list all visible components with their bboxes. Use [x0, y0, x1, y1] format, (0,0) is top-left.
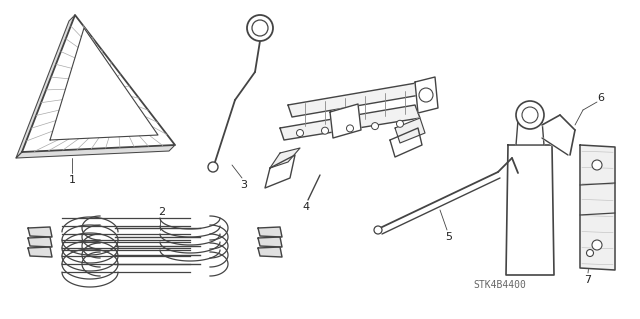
Circle shape [374, 226, 382, 234]
Circle shape [586, 249, 593, 256]
Circle shape [321, 127, 328, 134]
Polygon shape [280, 105, 420, 140]
Polygon shape [506, 145, 554, 275]
Polygon shape [16, 15, 75, 158]
Polygon shape [415, 77, 438, 113]
Polygon shape [16, 145, 175, 158]
Circle shape [522, 107, 538, 123]
Text: 1: 1 [68, 175, 76, 185]
Circle shape [371, 122, 378, 130]
Circle shape [592, 240, 602, 250]
Polygon shape [22, 15, 175, 152]
Polygon shape [28, 247, 52, 257]
Polygon shape [265, 155, 295, 188]
Circle shape [419, 88, 433, 102]
Polygon shape [28, 227, 52, 237]
Text: 6: 6 [598, 93, 605, 103]
Circle shape [247, 15, 273, 41]
Polygon shape [580, 145, 615, 270]
Polygon shape [258, 227, 282, 237]
Polygon shape [516, 120, 544, 145]
Text: 5: 5 [445, 232, 452, 242]
Polygon shape [258, 247, 282, 257]
Circle shape [516, 101, 544, 129]
Circle shape [296, 130, 303, 137]
Text: 4: 4 [303, 202, 310, 212]
Polygon shape [390, 128, 422, 157]
Polygon shape [270, 148, 300, 168]
Polygon shape [28, 237, 52, 247]
Text: 2: 2 [159, 207, 166, 217]
Text: STK4B4400: STK4B4400 [474, 280, 527, 290]
Circle shape [252, 20, 268, 36]
Circle shape [397, 120, 403, 127]
Text: 7: 7 [584, 275, 591, 285]
Text: 3: 3 [241, 180, 248, 190]
Polygon shape [330, 104, 361, 138]
Polygon shape [395, 118, 425, 143]
Polygon shape [288, 82, 426, 117]
Circle shape [592, 160, 602, 170]
Circle shape [208, 162, 218, 172]
Circle shape [346, 125, 353, 132]
Polygon shape [258, 237, 282, 247]
Polygon shape [50, 28, 158, 140]
